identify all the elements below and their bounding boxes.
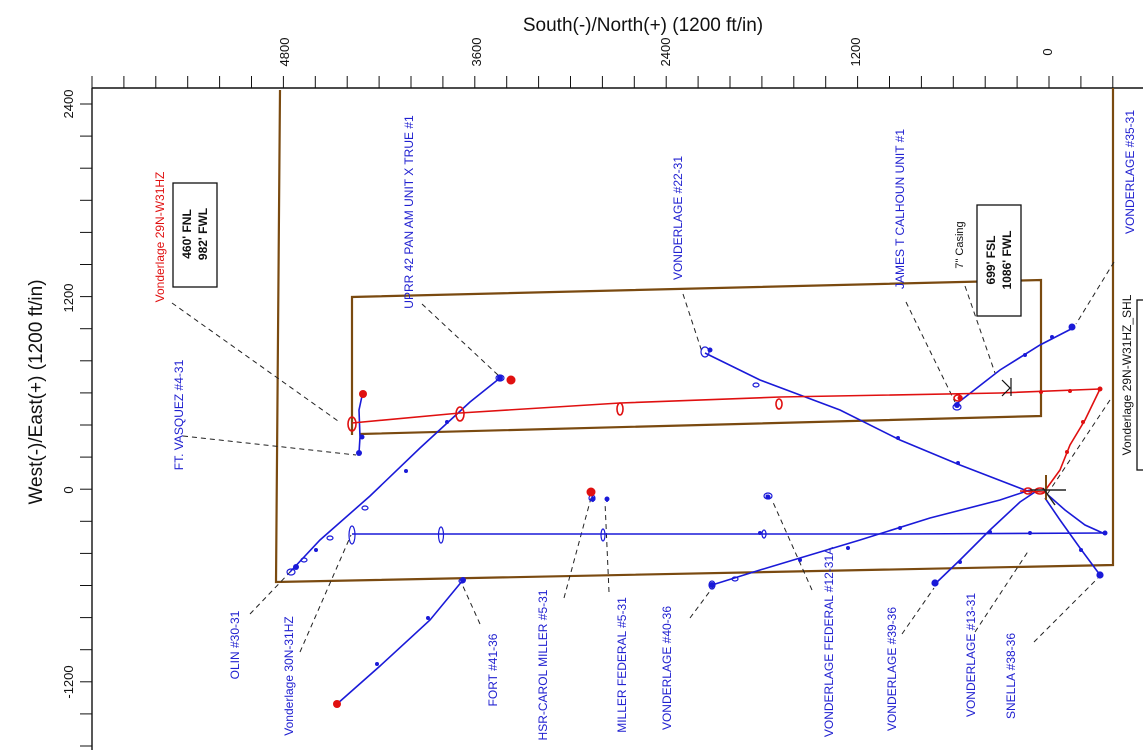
well-path-v40 xyxy=(711,489,1031,586)
uncertainty-ellipses-blue xyxy=(286,346,1104,590)
label-snella: SNELLA #38-36 xyxy=(1004,633,1018,719)
label-hsr-carol-miller: HSR-CAROL MILLER #5-31 xyxy=(536,589,550,740)
footage-box-w31hz-line2: 982' FWL xyxy=(196,208,210,260)
left-tick-label: -1200 xyxy=(61,665,76,698)
label-vonderlage-40-36: VONDERLAGE #40-36 xyxy=(660,606,674,730)
survey-markers xyxy=(293,323,1108,666)
top-tick-label: 4800 xyxy=(277,38,292,67)
top-tick-label: 1200 xyxy=(848,38,863,67)
left-axis-title: West(-)/East(+) (1200 ft/in) xyxy=(26,279,47,504)
label-uprr: UPRR 42 PAN AM UNIT X TRUE #1 xyxy=(402,115,416,309)
lease-boundary-outer xyxy=(274,88,1115,584)
footage-box-casing-line1: 699' FSL xyxy=(984,236,998,285)
top-tick-label: 0 xyxy=(1040,48,1055,55)
footage-box-w31hz: 460' FNL 982' FWL xyxy=(172,182,218,288)
label-vonderlage-22-31: VONDERLAGE #22-31 xyxy=(671,156,685,280)
label-vonderlage-29n-w31hz: Vonderlage 29N-W31HZ xyxy=(153,172,167,303)
footage-box-w31hz-line1: 460' FNL xyxy=(180,209,194,259)
footage-box-casing-line2: 1086' FWL xyxy=(1000,231,1014,290)
well-path-fort xyxy=(336,579,464,705)
label-casing: 7" Casing xyxy=(954,221,966,268)
well-path-calhoun xyxy=(954,326,1076,406)
lease-boundary-upper xyxy=(350,278,1043,436)
well-path-snella xyxy=(1044,497,1101,576)
label-vonderlage-35-31: VONDERLAGE #35-31 xyxy=(1123,110,1137,234)
well-path-v13 xyxy=(1047,494,1106,535)
top-axis-ticks xyxy=(91,76,1114,88)
well-path-v22 xyxy=(704,352,1031,493)
casing-marker xyxy=(1001,378,1012,397)
subject-well xyxy=(347,388,1101,495)
label-vonderlage-13-31: VONDERLAGE #13-31 xyxy=(964,593,978,717)
label-miller-federal: MILLER FEDERAL #5-31 xyxy=(615,597,629,733)
left-tick-label: 2400 xyxy=(61,90,76,119)
left-tick-label: 1200 xyxy=(61,284,76,313)
subject-well-markers xyxy=(333,375,1103,708)
label-shl: Vonderlage 29N-W31HZ_SHL xyxy=(1120,294,1134,455)
surface-hole-cluster xyxy=(1030,475,1066,506)
well-path-horizontal-lower xyxy=(352,532,1106,535)
well-path-v39 xyxy=(934,491,1036,585)
label-calhoun: JAMES T CALHOUN UNIT #1 xyxy=(893,129,907,289)
left-axis-ticks xyxy=(80,103,92,747)
well-paths xyxy=(289,326,1106,705)
top-tick-label: 3600 xyxy=(469,38,484,67)
label-olin: OLIN #30-31 xyxy=(228,610,242,679)
footage-box-casing: 699' FSL 1086' FWL xyxy=(976,204,1022,317)
label-vonderlage-federal: VONDERLAGE FEDERAL #12-31A xyxy=(822,547,836,737)
top-tick-label: 2400 xyxy=(658,38,673,67)
label-fort: FORT #41-36 xyxy=(486,633,500,706)
top-axis-title: South(-)/North(+) (1200 ft/in) xyxy=(523,15,763,36)
well-path-ft-vasquez xyxy=(358,395,363,454)
leader-lines xyxy=(171,261,1115,653)
left-tick-label: 0 xyxy=(61,486,76,493)
label-vonderlage-39-36: VONDERLAGE #39-36 xyxy=(885,607,899,731)
label-ft-vasquez: FT. VASQUEZ #4-31 xyxy=(172,359,186,470)
shl-box-fragment xyxy=(1136,299,1143,471)
label-vonderlage-30n: Vonderlage 30N-31HZ xyxy=(282,616,296,735)
well-path-uprr xyxy=(289,377,501,573)
